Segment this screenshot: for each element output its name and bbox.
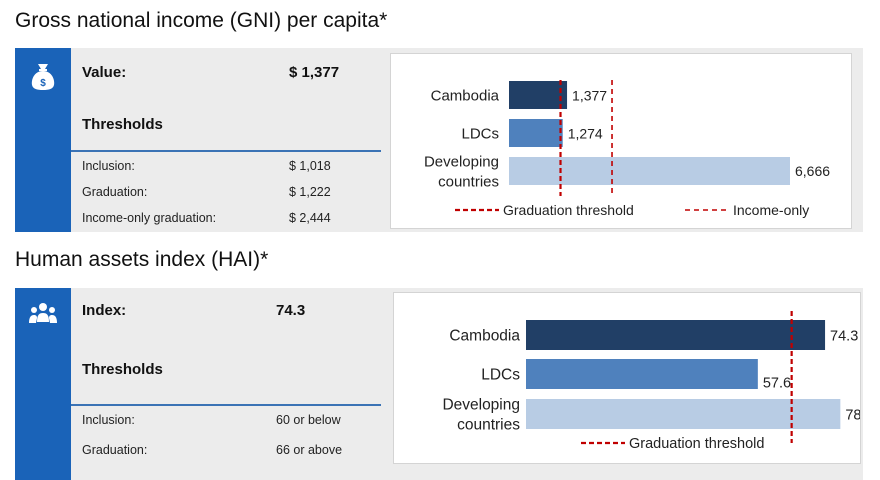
gni-thresholds-heading: Thresholds [82, 116, 163, 133]
gni-bar-chart: Cambodia 1,377 LDCs 1,274 Developing countrie… [424, 80, 830, 218]
hai-value: 74.3 [276, 302, 306, 319]
category-label: Developing [424, 153, 499, 170]
money-bag-icon: $ [31, 64, 55, 90]
gni-section-title: Gross national income (GNI) per capita* [15, 9, 388, 32]
gni-panel: $ Value: $ 1,377 Thresholds Inclusion: $… [15, 48, 863, 232]
hai-threshold-label: Graduation: [82, 443, 148, 457]
gni-threshold-value: $ 2,444 [289, 211, 331, 225]
value-label: 78.1 [845, 407, 860, 423]
bar-ldcs [509, 119, 563, 147]
hai-panel: Index: 74.3 Thresholds Inclusion: 60 or … [15, 288, 874, 480]
hai-info: Index: 74.3 Thresholds Inclusion: 60 or … [71, 288, 381, 480]
hai-chart-box: Cambodia 74.3 LDCs 57.6 Developing countries 7… [393, 292, 874, 464]
svg-text:$: $ [40, 78, 46, 89]
category-label: countries [438, 173, 499, 190]
category-label: Cambodia [431, 87, 500, 104]
hai-section-title: Human assets index (HAI)* [15, 248, 269, 271]
gni-threshold-label: Inclusion: [82, 159, 135, 173]
category-label: LDCs [481, 366, 520, 383]
legend-label: Graduation threshold [503, 202, 634, 218]
hai-bar-chart: Cambodia 74.3 LDCs 57.6 Developing countries 7… [442, 311, 874, 452]
value-label: 6,666 [795, 163, 830, 179]
gni-value: $ 1,377 [289, 64, 340, 81]
hai-threshold-label: Inclusion: [82, 413, 135, 427]
hai-icon-strip [15, 288, 71, 480]
people-group-icon [29, 303, 57, 323]
value-label: 74.3 [830, 328, 858, 344]
category-label: Cambodia [449, 327, 520, 344]
hai-threshold-value: 60 or below [276, 413, 341, 427]
gni-separator [71, 150, 381, 152]
value-label: 57.6 [763, 375, 791, 391]
gni-threshold-label: Income-only graduation: [82, 211, 217, 225]
gni-chart-box: Cambodia 1,377 LDCs 1,274 Developing countrie… [390, 53, 852, 229]
gni-threshold-value: $ 1,018 [289, 159, 331, 173]
bar-developing-countries [509, 157, 790, 185]
bar-cambodia [526, 320, 826, 350]
value-label: 1,274 [568, 125, 603, 141]
legend-label: Income-only [733, 202, 809, 218]
hai-threshold-value: 66 or above [276, 443, 343, 457]
gni-info: Value: $ 1,377 Thresholds Inclusion: $ 1… [71, 48, 381, 232]
bar-cambodia [509, 81, 568, 109]
gni-value-label: Value: [82, 64, 127, 81]
hai-separator [71, 404, 381, 406]
value-label: 1,377 [572, 87, 607, 103]
gni-threshold-value: $ 1,222 [289, 185, 331, 199]
bar-developing-countries [526, 399, 841, 429]
category-label: Developing [442, 396, 520, 413]
hai-thresholds-heading: Thresholds [82, 361, 163, 378]
bar-ldcs [526, 359, 758, 389]
category-label: countries [457, 416, 520, 433]
legend-label: Graduation threshold [629, 436, 764, 452]
hai-value-label: Index: [82, 302, 127, 319]
category-label: LDCs [461, 125, 499, 142]
gni-icon-strip: $ [15, 48, 71, 232]
gni-threshold-label: Graduation: [82, 185, 148, 199]
